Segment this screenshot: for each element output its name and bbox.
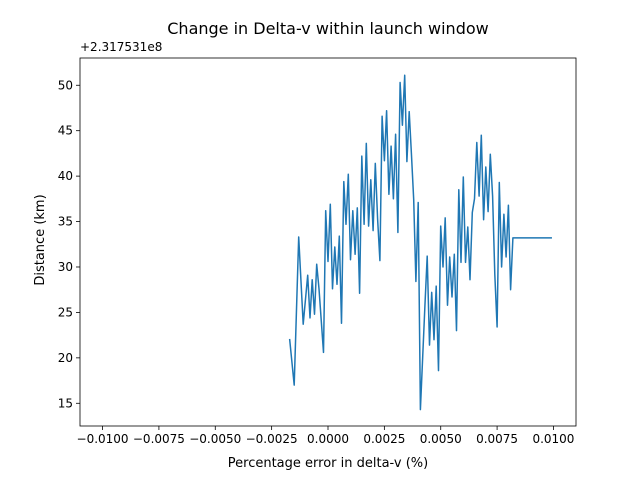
x-tick-label: 0.0075	[476, 432, 518, 446]
x-tick-label: −0.0100	[77, 432, 129, 446]
y-tick-label: 15	[58, 396, 73, 410]
y-tick-label: 25	[58, 305, 73, 319]
x-axis-ticks: −0.0100 −0.0075 −0.0050 −0.0025 0.0000 0.0025…	[77, 426, 574, 446]
y-tick-label: 30	[58, 260, 73, 274]
series-line-0	[288, 74, 552, 411]
x-tick-label: −0.0025	[246, 432, 298, 446]
chart-title: Change in Delta-v within launch window	[167, 19, 488, 38]
y-tick-label: 35	[58, 215, 73, 229]
y-tick-label: 45	[58, 124, 73, 138]
y-axis-ticks: 15 20 25 30 35 40 45 50	[58, 78, 80, 410]
y-tick-label: 40	[58, 169, 73, 183]
x-tick-label: 0.0000	[307, 432, 349, 446]
y-axis-label: Distance (km)	[33, 194, 48, 285]
x-axis-label: Percentage error in delta-v (%)	[228, 456, 428, 471]
x-tick-label: 0.0025	[363, 432, 405, 446]
y-tick-label: 50	[58, 78, 73, 92]
y-offset-label: +2.317531e8	[80, 40, 162, 54]
x-tick-label: 0.0050	[420, 432, 462, 446]
x-tick-label: 0.0100	[532, 432, 574, 446]
y-tick-label: 20	[58, 351, 73, 365]
x-tick-label: −0.0050	[189, 432, 241, 446]
x-tick-label: −0.0075	[133, 432, 185, 446]
